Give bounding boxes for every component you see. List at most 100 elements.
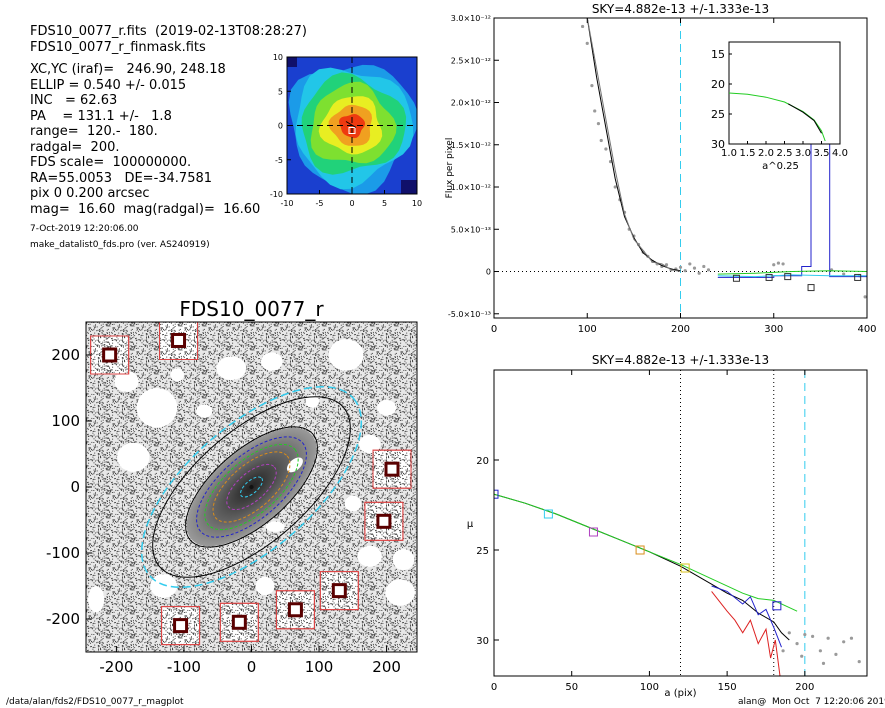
info-line: range= 120.- 180. (30, 124, 158, 139)
isophote-ellipse (152, 396, 351, 578)
mask-star (287, 602, 303, 618)
mu-point (800, 654, 804, 658)
inset-ytick-label: 20 (711, 78, 725, 91)
mask-star (384, 461, 400, 477)
mu-point (781, 649, 785, 653)
inset-xtick-label: 2.0 (758, 148, 774, 159)
flux-panel: SKY=4.882e-13 +/-1.333e-130 100 200 300 4003… (445, 2, 877, 335)
footer-path: /data/alan/fds2/FDS10_0077_r_magplot (6, 697, 184, 707)
info-line: FDS scale= 100000000. (30, 155, 192, 170)
mask-hole (150, 574, 178, 598)
mask-hole (136, 388, 178, 428)
flux-square (807, 284, 815, 292)
flux-ytick-label: 1.5×10⁻¹² (451, 141, 491, 150)
isophote-ellipse (196, 436, 307, 538)
heatmap-ytick-label: 5 (278, 87, 283, 96)
mu-title: SKY=4.882e-13 +/-1.333e-13 (592, 353, 769, 367)
image-panel: FDS10_0077_r -200 -100 0 100 200 200 100 0 -100 -2… (46, 297, 418, 676)
inset-frame (728, 41, 841, 145)
mask-hole (265, 521, 285, 532)
flux-point (706, 268, 711, 272)
heatmap-ytick-label: 0 (278, 122, 283, 131)
image-ytick-label: 100 (51, 412, 80, 430)
heatmap-ytick-label: 10 (273, 53, 283, 62)
flux-point (585, 41, 589, 45)
mu-square (680, 563, 690, 573)
info-line: pix 0 0.200 arcsec (30, 186, 150, 201)
mask-hole (392, 549, 415, 571)
mask-hole (305, 394, 320, 408)
flux-square (854, 273, 862, 281)
heatmap-xtick-label: -5 (316, 199, 324, 208)
info-line: XC,YC (iraf)= 246.90, 248.18 (30, 62, 226, 77)
mask-hole (255, 576, 275, 596)
inset-xtick-label: 1.5 (740, 148, 756, 159)
image-ytick-label: 200 (51, 346, 80, 364)
flux-point (692, 266, 697, 270)
mu-ytick-label: 30 (476, 636, 489, 647)
image-title: FDS10_0077_r (179, 297, 324, 321)
image-ytick-label: -100 (46, 544, 80, 562)
mu-ytick-label: 20 (476, 456, 489, 467)
flux-point (702, 264, 706, 269)
flux-point (599, 138, 603, 143)
mask-star (173, 618, 189, 634)
flux-point (613, 185, 617, 189)
flux-title: SKY=4.882e-13 +/-1.333e-13 (592, 2, 769, 16)
mu-xtick-label: 0 (491, 682, 497, 693)
flux-point (590, 84, 594, 88)
mask-hole (328, 339, 364, 371)
flux-ytick-label: -5.0×10⁻¹³ (448, 310, 491, 319)
inset-xtick-label: 3.5 (814, 148, 830, 159)
flux-ytick-label: 2.5×10⁻¹² (451, 56, 491, 65)
isophote-ellipse (140, 385, 363, 589)
mu-point (811, 634, 815, 639)
mu-point (849, 636, 854, 640)
heatmap-xtick-label: 10 (412, 199, 422, 208)
mu-xtick-label: 100 (640, 682, 659, 693)
flux-point (842, 272, 846, 276)
image-xtick-label: -200 (99, 658, 133, 676)
isophote-ellipse (212, 451, 291, 523)
mu-square (588, 527, 598, 537)
mu-xlabel: a (pix) (664, 688, 696, 699)
mask-hole (358, 434, 381, 454)
mu-square (772, 601, 782, 611)
mu-square (543, 509, 553, 519)
mask-star (376, 513, 392, 529)
image-xtick-label: -100 (167, 658, 201, 676)
mask-star (331, 583, 347, 599)
isophote-ellipse (204, 443, 299, 531)
flux-point (580, 24, 585, 29)
mu-series (711, 585, 782, 648)
isophote-ellipse (185, 426, 318, 548)
heatmap-ytick-label: -5 (275, 156, 283, 165)
image-xtick-label: 100 (305, 658, 334, 676)
mu-square (635, 545, 645, 555)
heatmap-corner-br (401, 180, 417, 194)
flux-inset: 1.0 1.5 2.0 2.5 3.0 3.5 4.0 15 20 25 30 a^0.25 (711, 41, 848, 172)
flux-point (688, 262, 692, 266)
program-line: make_datalist0_fds.pro (ver. AS240919) (30, 240, 210, 250)
mask-hole (88, 586, 105, 613)
heatmap-panel: -10 -5 0 5 10 10 5 0 -5 -10 (270, 53, 422, 208)
inset-ytick-label: 15 (711, 48, 725, 61)
flux-square (784, 273, 792, 281)
flux-series (586, 18, 681, 272)
mask-hole (357, 545, 382, 567)
flux-xtick-label: 0 (491, 324, 497, 335)
info-block: XC,YC (iraf)= 246.90, 248.18 ELLIP = 0.54… (30, 62, 260, 217)
flux-point (678, 265, 683, 269)
info-line: ELLIP = 0.540 +/- 0.015 (30, 77, 187, 93)
galaxy-mask-hole (286, 457, 303, 473)
heatmap-xtick-label: 0 (349, 199, 354, 208)
mu-frame (493, 369, 868, 677)
flux-ytick-label: 0 (486, 268, 491, 277)
flux-point (697, 271, 701, 275)
mu-point (826, 636, 830, 640)
mu-series (494, 493, 798, 612)
mask-hole (344, 495, 361, 512)
flux-point (781, 262, 785, 266)
mu-xtick-label: 50 (565, 682, 578, 693)
heatmap-xtick-label: 5 (382, 199, 387, 208)
